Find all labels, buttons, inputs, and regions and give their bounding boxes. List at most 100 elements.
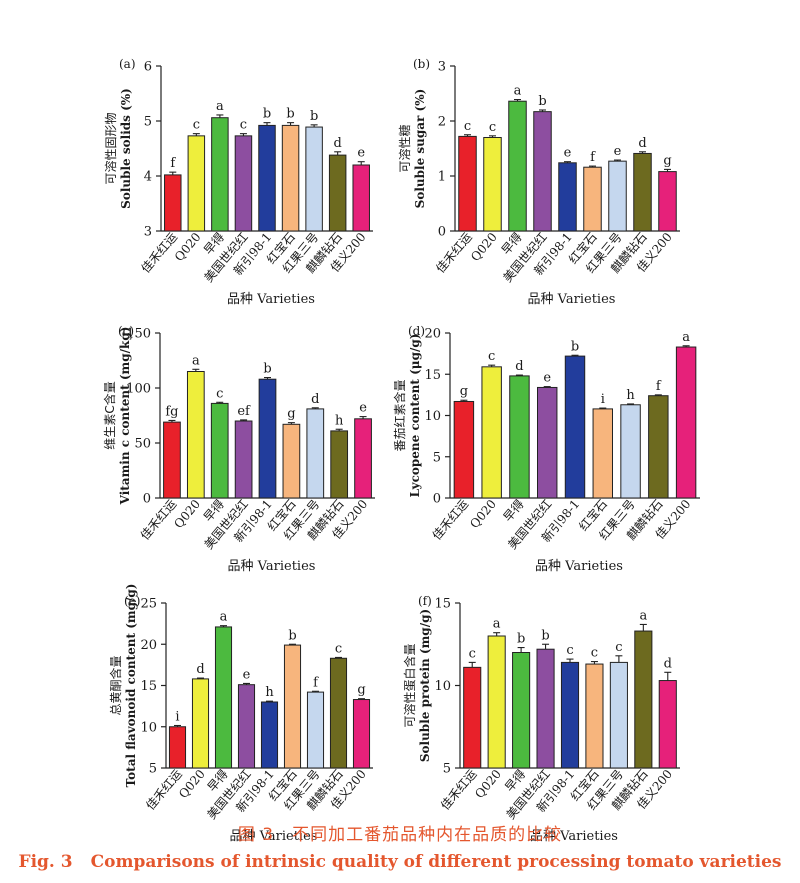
panel-label: (c) — [118, 324, 134, 338]
y-axis-label: 可溶性糖Soluble sugar (%) — [397, 89, 427, 209]
x-axis-label: 品种 Varieties — [228, 559, 316, 574]
y-tick-label: 3 — [438, 60, 446, 75]
bar — [533, 111, 552, 232]
y-axis-label: 维生素C含量Vitamin c content (mg/kg) — [102, 327, 132, 506]
bar — [306, 408, 325, 499]
significance-letter: f — [313, 675, 319, 690]
y-axis-label-en: Vitamin c content (mg/kg) — [118, 327, 132, 506]
significance-letter: b — [541, 628, 549, 643]
significance-letter: g — [287, 407, 295, 422]
significance-letter: h — [335, 413, 344, 428]
y-tick-label: 3 — [144, 225, 152, 240]
significance-letter: b — [310, 109, 318, 124]
significance-letter: f — [170, 156, 176, 171]
bar — [234, 135, 253, 232]
y-axis-label-zh: 可溶性蛋白含量 — [402, 643, 417, 727]
x-axis-label: 品种 Varieties — [530, 829, 618, 844]
significance-letter: fg — [165, 404, 178, 419]
significance-letter: d — [196, 662, 204, 677]
x-tick-label: Q020 — [176, 767, 208, 801]
y-axis-label-zh: 可溶性糖 — [397, 124, 412, 172]
bar — [163, 421, 181, 499]
y-tick-label: 5 — [144, 115, 152, 130]
caption-number-en: Fig. 3 — [18, 852, 73, 872]
significance-letter: b — [517, 632, 525, 647]
bar — [463, 666, 482, 769]
bar — [560, 661, 580, 769]
figure-caption-zh: 图 3 不同加工番茄品种内在品质的比较 — [0, 820, 800, 845]
significance-letter: a — [514, 84, 522, 99]
y-axis-label-en: Soluble sugar (%) — [413, 89, 427, 209]
y-axis-label: 可溶性固形物Soluble solids (%) — [103, 88, 133, 209]
y-tick-label: 5 — [443, 762, 451, 777]
bar — [592, 408, 613, 499]
bar — [352, 699, 371, 769]
significance-letter: a — [192, 353, 200, 368]
panel-label: (a) — [119, 57, 136, 71]
x-axis-label: 品种 Varieties — [535, 559, 623, 574]
bar — [512, 652, 531, 769]
bar — [260, 701, 279, 769]
panel-label: (f) — [418, 594, 432, 608]
bar — [329, 657, 348, 769]
significance-letter: i — [175, 710, 179, 725]
caption-text-en: Comparisons of intrinsic quality of diff… — [90, 852, 782, 872]
bar — [330, 430, 349, 499]
significance-letter: c — [469, 646, 476, 661]
y-tick-label: 25 — [140, 597, 157, 612]
significance-letter: b — [571, 339, 579, 354]
bar — [305, 126, 323, 232]
panel-label: (d) — [408, 324, 425, 338]
x-tick-label: Q020 — [171, 497, 203, 531]
bar — [191, 678, 210, 769]
y-tick-label: 1 — [438, 170, 446, 185]
bar — [237, 684, 256, 769]
bar — [164, 174, 182, 232]
significance-letter: b — [288, 628, 296, 643]
y-tick-label: 15 — [140, 679, 157, 694]
significance-letter: c — [240, 118, 247, 133]
x-axis-label: 品种 Varieties — [230, 829, 318, 844]
significance-letter: a — [216, 99, 224, 114]
bar — [458, 135, 477, 232]
bar — [585, 663, 604, 769]
significance-letter: h — [265, 685, 274, 700]
significance-letter: i — [601, 392, 605, 407]
x-tick-label: Q020 — [467, 497, 499, 531]
significance-letter: a — [682, 330, 690, 345]
bar — [234, 420, 253, 499]
bar — [354, 418, 372, 499]
bar — [214, 626, 233, 769]
significance-letter: h — [626, 388, 635, 403]
bar — [675, 346, 697, 499]
significance-letter: b — [286, 107, 294, 122]
bar — [281, 124, 300, 232]
bar — [558, 162, 577, 232]
bar — [210, 402, 229, 499]
significance-letter: a — [220, 610, 228, 625]
bar — [483, 137, 502, 232]
bar — [283, 644, 302, 769]
significance-letter: a — [639, 608, 647, 623]
y-tick-label: 6 — [144, 60, 152, 75]
significance-letter: a — [493, 617, 501, 632]
significance-letter: c — [464, 119, 471, 134]
significance-letter: e — [564, 146, 572, 161]
bar — [508, 100, 527, 232]
significance-letter: c — [488, 349, 495, 364]
bar — [509, 375, 530, 499]
y-axis-label-zh: 可溶性固形物 — [103, 112, 118, 184]
significance-letter: c — [615, 640, 622, 655]
bar — [658, 171, 677, 232]
y-tick-label: 20 — [140, 638, 157, 653]
bar — [328, 154, 347, 232]
x-tick-label: Q020 — [172, 230, 204, 264]
bar — [536, 648, 555, 769]
y-tick-label: 5 — [149, 762, 157, 777]
x-tick-label: Q020 — [472, 767, 504, 801]
bar — [583, 166, 602, 232]
significance-letter: d — [664, 656, 672, 671]
